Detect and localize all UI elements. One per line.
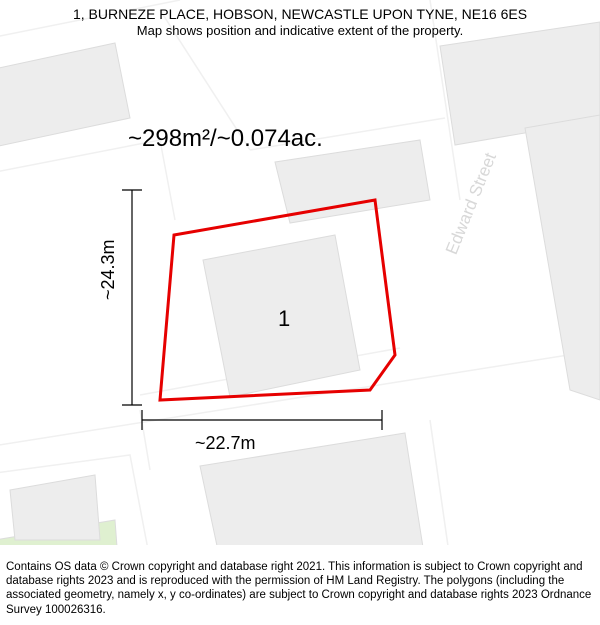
footer-copyright: Contains OS data © Crown copyright and d…: [0, 556, 600, 625]
title: 1, BURNEZE PLACE, HOBSON, NEWCASTLE UPON…: [0, 6, 600, 22]
property-number: 1: [278, 306, 290, 332]
header: 1, BURNEZE PLACE, HOBSON, NEWCASTLE UPON…: [0, 6, 600, 38]
height-dimension-label: ~24.3m: [98, 239, 119, 300]
map: ~298m²/~0.074ac. ~24.3m ~22.7m 1 Edward …: [0, 0, 600, 545]
map-svg: [0, 0, 600, 545]
width-dimension-label: ~22.7m: [195, 433, 256, 454]
subtitle: Map shows position and indicative extent…: [0, 23, 600, 38]
area-label: ~298m²/~0.074ac.: [128, 125, 323, 153]
